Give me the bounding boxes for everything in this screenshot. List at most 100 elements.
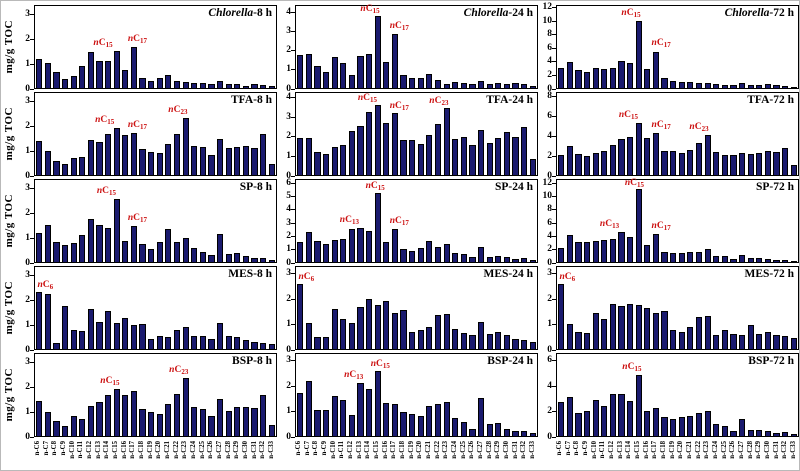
y-tick-mark <box>291 155 295 157</box>
y-tick-mark <box>552 74 556 76</box>
bar <box>670 150 677 175</box>
panel-title: Chlorella-72 h <box>724 7 794 19</box>
bar <box>529 433 536 436</box>
bar <box>486 333 493 349</box>
x-tick-label: n-C17 <box>390 441 398 459</box>
bar <box>773 432 780 436</box>
y-axis: 0 1 2 3 <box>16 92 34 180</box>
bar <box>558 402 565 436</box>
y-tick-label: 12 <box>542 177 553 188</box>
x-tick-label: n-C9 <box>59 441 67 456</box>
bar <box>495 83 502 88</box>
bar <box>374 193 381 262</box>
bar <box>259 342 267 349</box>
bar <box>391 113 399 175</box>
bar <box>575 332 582 349</box>
bar <box>486 84 493 88</box>
x-tick-label: n-C8 <box>573 441 581 456</box>
y-tick-mark <box>552 209 556 211</box>
y-tick-label: 4 <box>547 380 552 391</box>
x-tick-label: n-C7 <box>564 441 572 456</box>
bar <box>383 300 390 349</box>
x-tick-slot: n-C12 <box>608 440 617 471</box>
x-tick-label: n-C11 <box>338 441 346 459</box>
x-tick-label: n-C20 <box>677 441 685 459</box>
bar <box>738 335 746 349</box>
bar <box>644 245 651 262</box>
y-tick-label: 6 <box>547 354 552 365</box>
bar <box>592 67 599 88</box>
bar <box>713 152 720 175</box>
x-tick-label: n-C28 <box>485 441 493 459</box>
bar <box>695 251 703 262</box>
y-tick-mark <box>552 385 556 387</box>
x-tick-label: n-C20 <box>155 441 163 459</box>
y-tick-mark <box>552 235 556 237</box>
x-axis-label-strip: n-C6 n-C7 n-C8 n-C9 n-C10 n-C11 n-C12 n-C13 n-C1… <box>556 440 799 471</box>
x-tick-slot: n-C20 <box>155 440 164 471</box>
bar <box>520 431 528 436</box>
bar <box>208 339 215 349</box>
bar <box>113 127 120 175</box>
plot-area: nC15 nC17 nC23 TFA-24 h <box>295 92 538 176</box>
bar <box>529 158 536 175</box>
x-tick-label: n-C30 <box>503 441 511 459</box>
bar <box>96 142 103 175</box>
bar <box>566 235 573 262</box>
x-tick-label: n-C23 <box>442 441 450 459</box>
bar <box>469 335 476 349</box>
bar <box>199 336 206 349</box>
y-axis: 0 1 2 3 <box>16 5 34 93</box>
peak-annotation: nC15 <box>624 178 645 190</box>
bar <box>323 154 330 175</box>
y-tick-label: 0 <box>286 431 291 442</box>
bar <box>790 260 797 262</box>
x-tick-slot: n-C6 <box>556 440 565 471</box>
x-tick-label: n-C28 <box>224 441 232 459</box>
panel-title: BSP-24 h <box>487 355 533 367</box>
peak-annotation: nC23 <box>168 104 188 116</box>
bar <box>225 84 232 88</box>
x-tick-label: n-C19 <box>146 441 154 459</box>
bar <box>477 130 485 175</box>
y-tick-label: 1 <box>25 406 30 417</box>
y-tick-label: 0 <box>286 83 291 94</box>
bar <box>469 257 476 262</box>
bar <box>520 258 528 262</box>
plot-area: nC15 nC17 Chlorella-24 h <box>295 5 538 89</box>
bar <box>618 60 625 88</box>
bar <box>348 131 356 175</box>
bar <box>764 332 771 349</box>
chart-row: mg/g TOC 0 1 2 3 nC6 MES-8 h 0 1 2 3 nC6 MES-24 h 0 1 2… <box>1 266 799 354</box>
bar <box>314 409 321 436</box>
chart-panel: 0 2 4 6 8 10 12 nC15 nC17 Chlorella-72 h <box>538 2 799 93</box>
bar <box>268 86 275 88</box>
bar <box>756 152 763 175</box>
y-tick-label: 4 <box>547 130 552 141</box>
peak-annotation: nC17 <box>389 215 409 227</box>
bar <box>566 324 573 349</box>
bar <box>756 429 763 436</box>
peak-annotation: nC15 <box>622 362 642 374</box>
y-tick-mark <box>30 324 34 326</box>
bar <box>225 410 232 436</box>
bar <box>251 84 258 88</box>
y-tick-mark <box>552 249 556 251</box>
bar <box>156 241 163 262</box>
bar <box>747 84 754 88</box>
x-tick-slot: n-C32 <box>781 440 790 471</box>
bar <box>575 70 582 88</box>
bar <box>503 132 510 175</box>
bar <box>434 404 442 436</box>
bar <box>520 127 528 175</box>
bar <box>340 318 347 349</box>
bar <box>182 81 189 88</box>
peak-annotation: nC15 <box>95 114 115 126</box>
bar <box>139 243 146 262</box>
x-axis-column: n-C6 n-C7 n-C8 n-C9 n-C10 n-C11 n-C12 n-C13 n-C1… <box>538 440 799 471</box>
peak-annotation: nC15 <box>96 186 117 198</box>
bar <box>486 256 493 262</box>
x-tick-slot: n-C30 <box>242 440 251 471</box>
y-tick-mark <box>30 237 34 239</box>
bar <box>738 254 746 262</box>
